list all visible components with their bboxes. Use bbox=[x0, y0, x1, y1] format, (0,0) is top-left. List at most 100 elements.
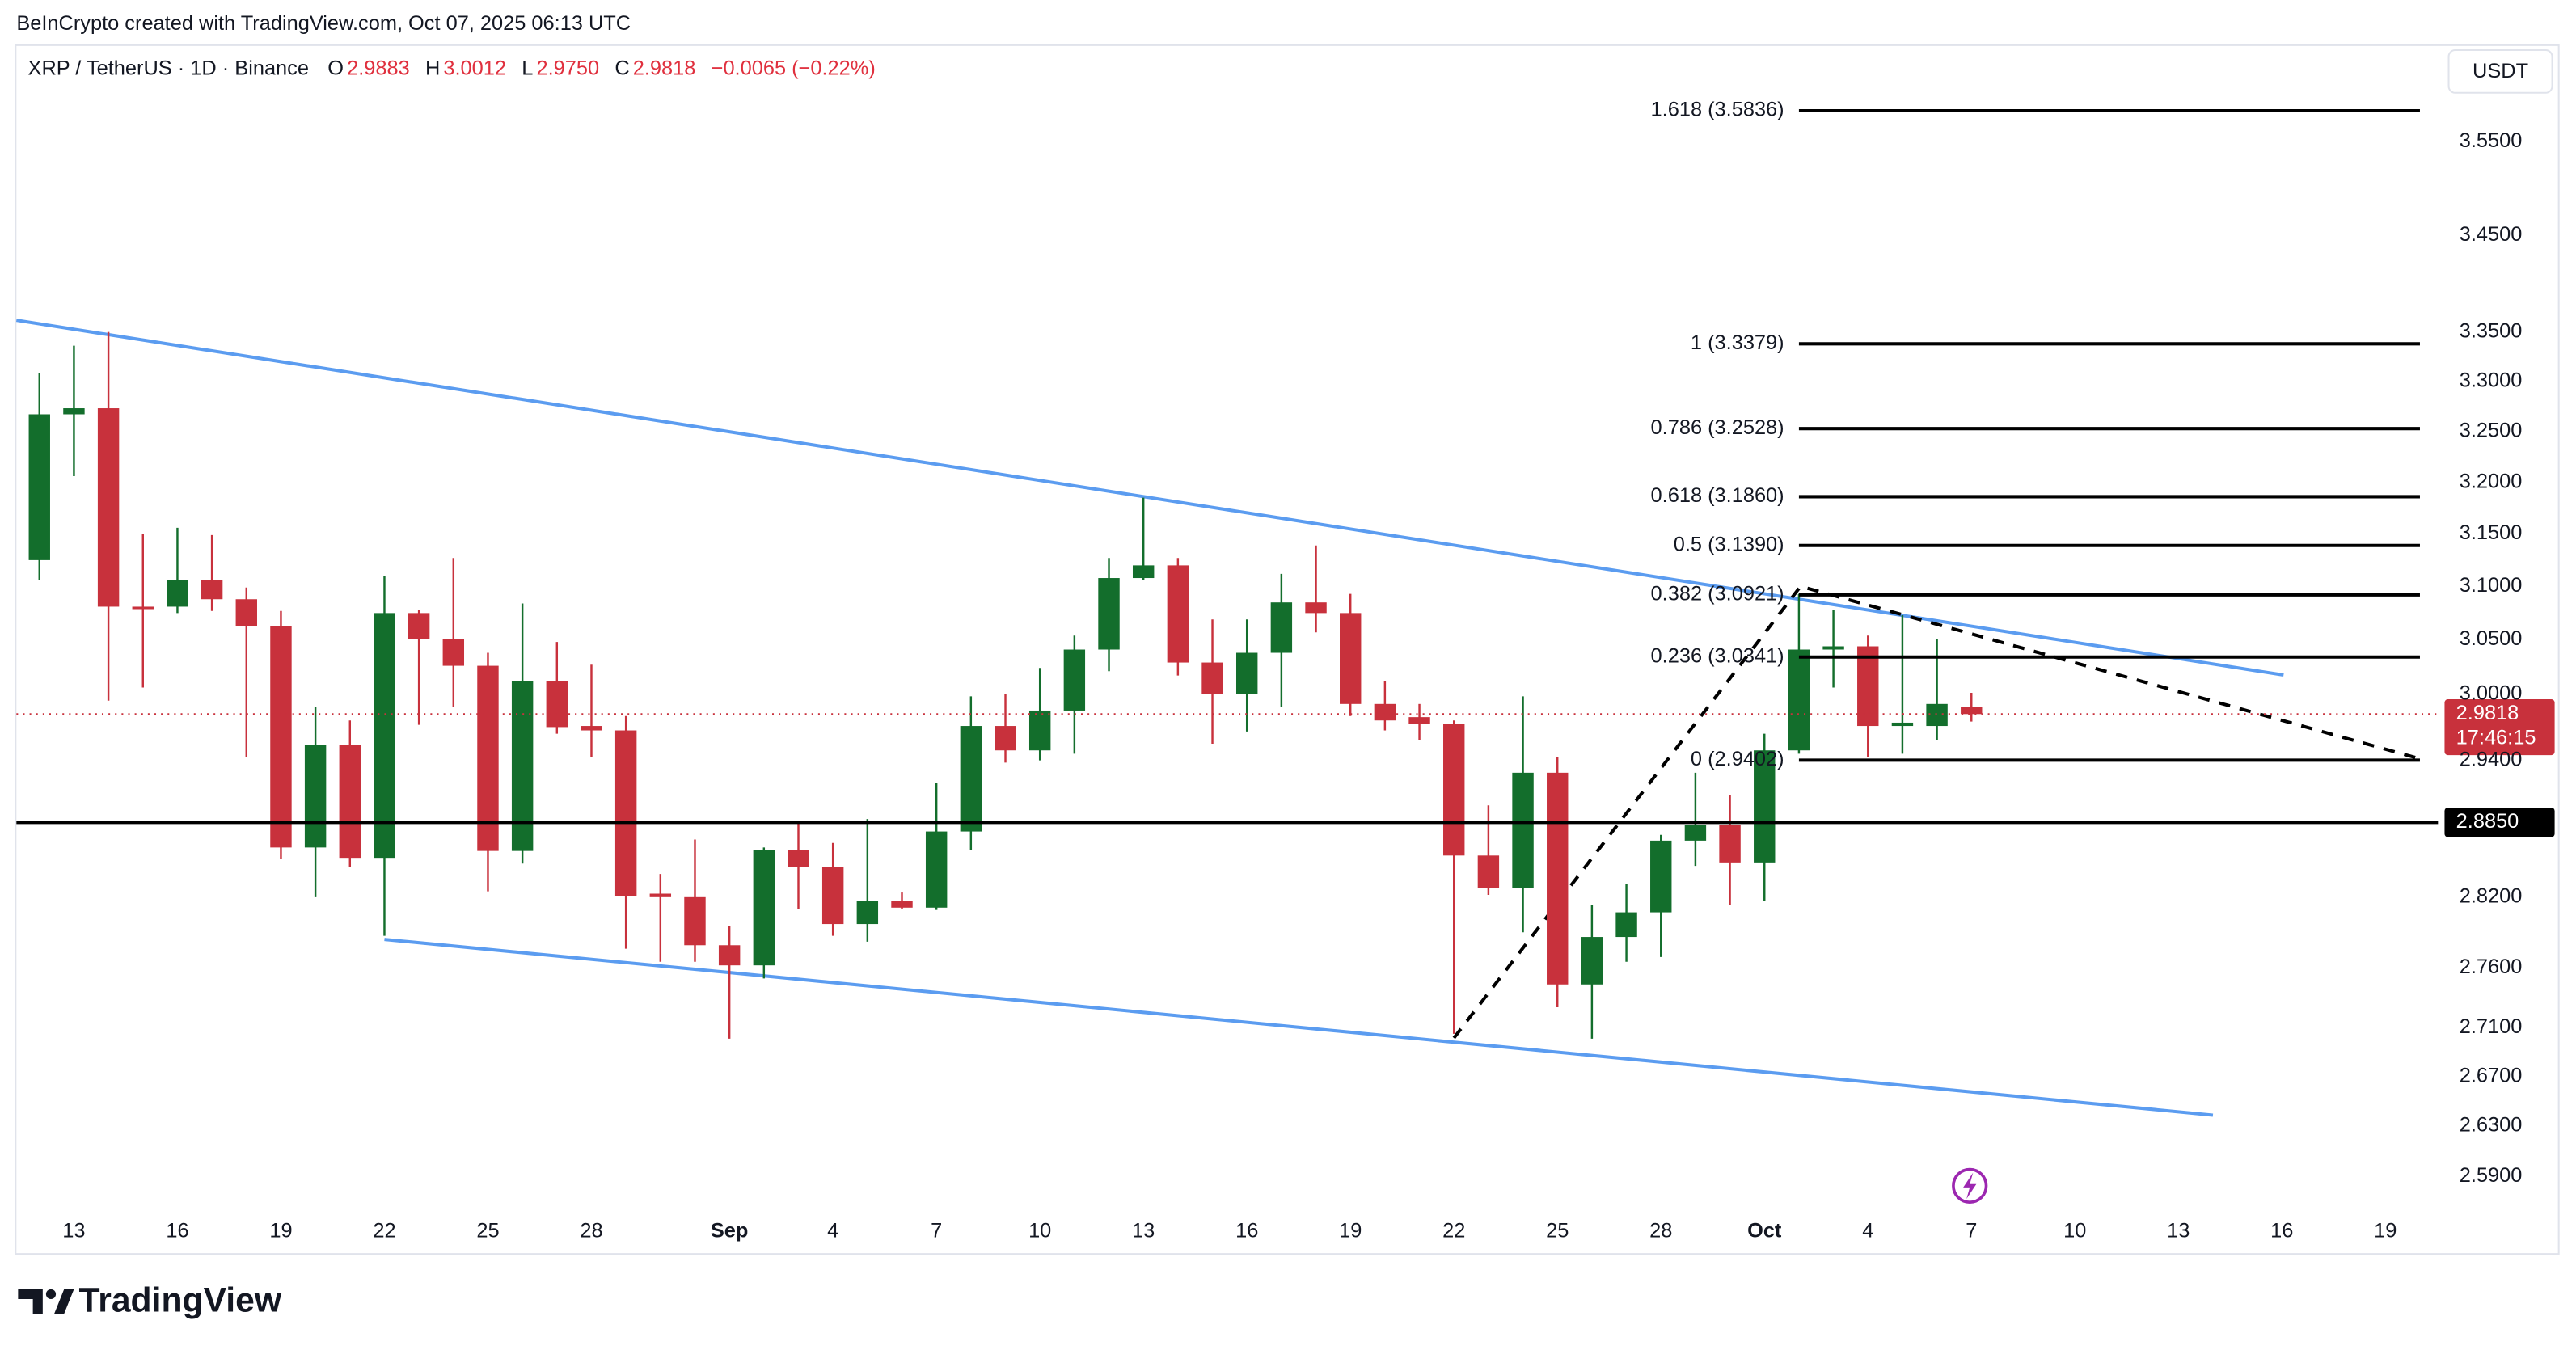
candle-body bbox=[1891, 722, 1914, 727]
chart-frame bbox=[15, 44, 2560, 1255]
x-tick-label: 25 bbox=[476, 1219, 499, 1242]
event-bolt[interactable] bbox=[1963, 1172, 1977, 1200]
x-tick-label: 16 bbox=[1235, 1219, 1258, 1242]
candle-body bbox=[1443, 724, 1465, 856]
x-tick-label: 7 bbox=[931, 1219, 942, 1242]
y-tick-label: 3.0000 bbox=[2460, 681, 2523, 704]
candle-body bbox=[995, 726, 1016, 751]
axes: 3.5500 3.4500 3.3500 3.3000 3.2500 3.2000 3.15… bbox=[62, 129, 2522, 1242]
x-tick-label: 22 bbox=[373, 1219, 395, 1242]
y-tick-label: 2.9400 bbox=[2460, 748, 2523, 770]
last-price-tag bbox=[2444, 699, 2555, 756]
fib-label: 0.236 (3.0341) bbox=[1651, 644, 1784, 667]
x-tick-label: 28 bbox=[1649, 1219, 1672, 1242]
candle-body bbox=[132, 606, 154, 610]
fib-label: 0.5 (3.1390) bbox=[1674, 533, 1784, 555]
candle-body bbox=[1754, 750, 1776, 863]
y-tick-label: 3.1000 bbox=[2460, 574, 2523, 597]
legend-label: O bbox=[327, 57, 344, 79]
currency-button[interactable] bbox=[2447, 49, 2553, 94]
logo-mark bbox=[54, 1289, 74, 1314]
x-tick-label: Oct bbox=[1747, 1219, 1782, 1242]
candle-body bbox=[891, 901, 913, 908]
candle-body bbox=[442, 639, 465, 666]
candle-body bbox=[1235, 652, 1258, 694]
y-tick-label: 2.7100 bbox=[2460, 1015, 2523, 1038]
candle-body bbox=[408, 613, 430, 639]
x-tick-label: 13 bbox=[62, 1219, 85, 1242]
candle-body bbox=[1028, 710, 1051, 751]
candle-body bbox=[753, 850, 775, 966]
candle-body bbox=[97, 408, 120, 607]
candle-body bbox=[63, 408, 85, 415]
x-tick-label: 22 bbox=[1442, 1219, 1465, 1242]
last-price-label: 2.9818 bbox=[2456, 702, 2519, 724]
x-tick-label: Sep bbox=[711, 1219, 749, 1242]
x-tick-label: 19 bbox=[2374, 1219, 2397, 1242]
currency-label[interactable]: USDT bbox=[2473, 60, 2528, 82]
logo-text: TradingView bbox=[79, 1280, 282, 1319]
y-tick-label: 3.3000 bbox=[2460, 369, 2523, 391]
candle-body bbox=[581, 726, 602, 731]
legend-change: −0.0065 (−0.22%) bbox=[712, 57, 876, 79]
y-tick-label: 3.4500 bbox=[2460, 223, 2523, 246]
candle-body bbox=[1063, 649, 1086, 711]
candle-body bbox=[1201, 662, 1223, 694]
price-tag-label: 2.8850 bbox=[2456, 810, 2519, 833]
symbol: XRP / TetherUS · 1D · Binance bbox=[28, 57, 309, 79]
candle-body bbox=[649, 893, 672, 897]
logo-mark bbox=[18, 1289, 43, 1314]
event-icon[interactable] bbox=[1952, 1167, 1988, 1204]
legend-value: 2.9750 bbox=[536, 57, 599, 79]
fib-label: 1.618 (3.5836) bbox=[1651, 99, 1784, 121]
candle-body bbox=[1961, 707, 1983, 715]
y-tick-label: 2.8200 bbox=[2460, 885, 2523, 908]
candle-body bbox=[960, 726, 982, 832]
legend-value: 2.9818 bbox=[633, 57, 696, 79]
x-tick-label: 16 bbox=[2270, 1219, 2293, 1242]
countdown-label: 17:46:15 bbox=[2456, 727, 2536, 749]
candle-body bbox=[1340, 613, 1362, 704]
trend-line bbox=[16, 319, 2284, 677]
y-tick-label: 2.6300 bbox=[2460, 1114, 2523, 1137]
y-tick-label: 2.7600 bbox=[2460, 956, 2523, 978]
candles bbox=[28, 331, 1983, 1039]
candle-body bbox=[1132, 565, 1155, 579]
candle-body bbox=[821, 867, 844, 925]
candle-body bbox=[1477, 855, 1500, 888]
y-tick-label: 3.0500 bbox=[2460, 627, 2523, 650]
candle-body bbox=[925, 831, 948, 908]
y-tick-label: 3.2500 bbox=[2460, 419, 2523, 441]
logo-mark bbox=[45, 1289, 57, 1300]
price-tag bbox=[2444, 808, 2555, 837]
legend-value: 2.9883 bbox=[347, 57, 410, 79]
y-tick-label: 3.3500 bbox=[2460, 319, 2523, 342]
candle-body bbox=[614, 730, 637, 896]
logo: TradingView bbox=[18, 1280, 282, 1319]
y-tick-label: 2.6700 bbox=[2460, 1064, 2523, 1086]
fib-label: 0.786 (3.2528) bbox=[1651, 416, 1784, 439]
x-tick-label: 13 bbox=[1132, 1219, 1155, 1242]
x-tick-label: 16 bbox=[166, 1219, 188, 1242]
x-tick-label: 19 bbox=[269, 1219, 292, 1242]
candle-body bbox=[1615, 912, 1637, 938]
x-tick-label: 10 bbox=[1028, 1219, 1051, 1242]
fib-label: 1 (3.3379) bbox=[1691, 331, 1784, 354]
x-tick-label: 19 bbox=[1339, 1219, 1362, 1242]
x-tick-label: 28 bbox=[580, 1219, 602, 1242]
candle-body bbox=[1305, 602, 1327, 614]
legend-label: L bbox=[522, 57, 533, 79]
legend-label: C bbox=[614, 57, 629, 79]
levels: 1.618 (3.5836) 1 (3.3379) 0.786 (3.2528) 0.… bbox=[16, 99, 2555, 837]
candle-body bbox=[1581, 937, 1603, 985]
candle-body bbox=[511, 681, 534, 851]
candle-body bbox=[1547, 772, 1569, 985]
y-tick-label: 3.1500 bbox=[2460, 521, 2523, 544]
fib-label: 0.382 (3.0921) bbox=[1651, 583, 1784, 605]
candle-body bbox=[1926, 703, 1948, 727]
candle-body bbox=[167, 580, 188, 607]
trend-line bbox=[384, 938, 2214, 1117]
